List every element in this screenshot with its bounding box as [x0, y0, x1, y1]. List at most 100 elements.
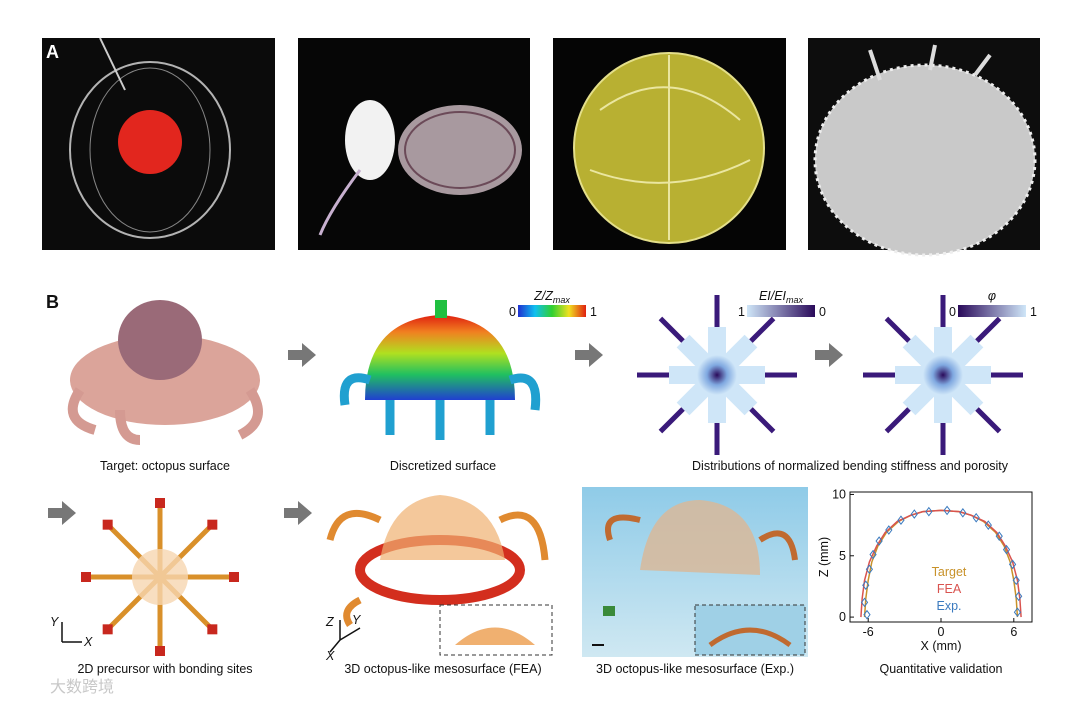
axes-3d: Z Y X: [325, 613, 362, 663]
x-axis-label: X (mm): [921, 639, 962, 653]
data-point: [1008, 559, 1017, 570]
bond-site: [81, 572, 91, 582]
colorbar-max: 0: [819, 305, 826, 319]
watermark: 大数跨境: [50, 677, 114, 696]
octopus: [67, 300, 263, 445]
hub: [697, 355, 737, 395]
petal: [708, 387, 726, 423]
axis-letter: Y: [352, 613, 362, 627]
data-point: [943, 505, 951, 516]
bond-site: [207, 624, 218, 635]
precursor: [81, 498, 239, 656]
fea-mesosurface: [326, 495, 553, 656]
x-tick-label: 6: [1010, 625, 1017, 639]
data-point: [972, 512, 980, 523]
data-point: [995, 531, 1003, 541]
arrow: [284, 501, 312, 525]
data-point: [863, 609, 871, 620]
data-point: [885, 525, 893, 535]
chart-title: Quantitative validation: [880, 662, 1003, 676]
data-point: [897, 515, 905, 526]
colorbar-min: 1: [738, 305, 745, 319]
colorbar-label: EI/EImax: [759, 289, 804, 305]
colorbar: [747, 305, 815, 317]
arrow: [288, 343, 316, 367]
colorbar-min: 0: [509, 305, 516, 319]
label-main: φ: [988, 289, 996, 303]
data-point: [910, 509, 918, 519]
label-main: EI/EI: [759, 289, 787, 303]
colorbar-max: 1: [590, 305, 597, 319]
petal: [934, 327, 952, 363]
caption: Target: octopus surface: [100, 459, 230, 473]
data-point: [865, 564, 874, 575]
colorbar-label: φ: [988, 289, 996, 303]
axis-letter: X: [83, 635, 93, 649]
ray: [884, 407, 911, 434]
colorbar-min: 0: [949, 305, 956, 319]
discretized-dome: [339, 300, 541, 440]
y-tick-label: 0: [839, 610, 846, 624]
colorbar-label: Z/Zmax: [533, 289, 570, 305]
data-point: [1012, 575, 1020, 586]
ray: [749, 316, 776, 343]
panel-label: B: [46, 292, 59, 312]
y-axis-label: Z (mm): [817, 537, 831, 577]
hub: [132, 549, 188, 605]
ray: [658, 407, 685, 434]
data-point: [1002, 544, 1011, 555]
petal: [934, 387, 952, 423]
legend-entry: FEA: [937, 582, 962, 596]
label-sub: max: [786, 295, 804, 305]
ray: [975, 407, 1002, 434]
petal: [729, 366, 765, 384]
photo-cabbage: [553, 38, 786, 250]
caption: 3D octopus-like mesosurface (Exp.): [596, 662, 794, 676]
y-tick-label: 5: [839, 549, 846, 563]
caption: Discretized surface: [390, 459, 496, 473]
panel-label: A: [46, 42, 59, 62]
colorbar: [518, 305, 586, 317]
axis-letter: X: [325, 649, 335, 663]
data-point: [1013, 607, 1022, 618]
exp-photo: [582, 487, 808, 657]
photo-lantern: [42, 37, 275, 250]
caption: 3D octopus-like mesosurface (FEA): [344, 662, 541, 676]
bond-site: [155, 646, 165, 656]
hub: [923, 355, 963, 395]
data-point: [1015, 591, 1023, 602]
ray: [975, 316, 1002, 343]
ray: [749, 407, 776, 434]
caption: 2D precursor with bonding sites: [77, 662, 252, 676]
data-point: [925, 506, 933, 517]
petal: [708, 327, 726, 363]
bond-site: [102, 519, 113, 530]
arrow: [815, 343, 843, 367]
data-point: [959, 508, 967, 518]
axis-letter: Z: [325, 615, 334, 629]
data-point: [984, 520, 992, 530]
colorbar-max: 1: [1030, 305, 1037, 319]
label-main: Z/Z: [533, 289, 553, 303]
label-sub: max: [553, 295, 571, 305]
stiffness-maps: [637, 295, 1023, 455]
axis-letter: Y: [50, 615, 60, 629]
bond-site: [207, 519, 218, 530]
data-point: [862, 580, 870, 591]
bond-site: [155, 498, 165, 508]
series-line: [860, 509, 1022, 618]
ray: [658, 316, 685, 343]
legend-entry: Exp.: [936, 599, 961, 613]
axes-2d: Y X: [50, 615, 93, 649]
data-point: [869, 549, 877, 560]
legend-entry: Target: [932, 565, 967, 579]
petal: [895, 366, 931, 384]
bond-site: [229, 572, 239, 582]
bond-site: [102, 624, 113, 635]
ray: [884, 316, 911, 343]
data-point: [875, 536, 883, 546]
data-point: [860, 597, 869, 608]
y-tick-label: 10: [832, 487, 846, 501]
